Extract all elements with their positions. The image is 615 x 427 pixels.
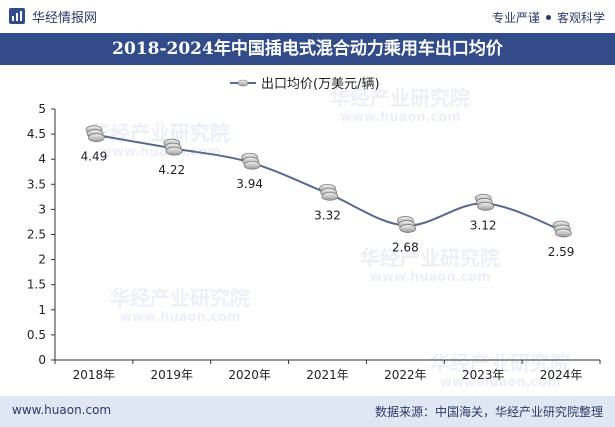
data-point-marker — [474, 194, 494, 211]
y-tick-label: 2 — [38, 253, 46, 267]
data-label: 2.59 — [548, 245, 575, 259]
watermark-url: www.huaon.com — [340, 110, 461, 125]
y-tick-label: 0 — [38, 353, 46, 367]
chart-title: 2018-2024年中国插电式混合动力乘用车出口均价 — [112, 39, 503, 59]
y-tick-label: 0.5 — [27, 328, 46, 342]
data-label: 2.68 — [392, 240, 419, 254]
watermark-text: 华经产业研究院 — [330, 86, 470, 110]
brand-logo-icon — [9, 8, 25, 24]
y-tick-label: 1 — [38, 303, 46, 317]
watermarks: 华经产业研究院www.huaon.com华经产业研究院www.huaon.com… — [90, 86, 570, 390]
y-tick-label: 3 — [38, 202, 46, 216]
x-tick-label: 2019年 — [151, 368, 194, 382]
watermark-url: www.huaon.com — [440, 375, 561, 390]
legend: 出口均价(万美元/辆) — [230, 77, 380, 92]
watermark-url: www.huaon.com — [370, 270, 491, 285]
footer: www.huaon.com 数据来源：中国海关，华经产业研究院整理 — [0, 396, 615, 427]
data-label: 3.94 — [236, 177, 263, 191]
watermark-text: 华经产业研究院 — [110, 286, 250, 310]
slogan-right: 客观科学 — [556, 11, 605, 25]
markers — [85, 125, 572, 238]
watermark-text: 华经产业研究院 — [90, 121, 230, 145]
data-point-marker — [163, 138, 183, 156]
data-point-marker — [552, 220, 572, 238]
x-tick-label: 2018年 — [73, 368, 116, 382]
y-tick-label: 4.5 — [27, 127, 46, 141]
axes: 0 0.5 1 1.5 2 2.5 3 3.5 4 4.5 5 2018年 2019年 2020年 2021… — [27, 102, 601, 382]
data-point-marker — [319, 183, 339, 201]
footer-website[interactable]: www.huaon.com — [12, 403, 112, 417]
brand-name: 华经情报网 — [32, 10, 98, 26]
data-label: 3.12 — [470, 218, 497, 232]
data-labels: 4.49 4.22 3.94 3.32 2.68 3.12 2.59 — [81, 150, 575, 259]
y-tick-label: 3.5 — [27, 177, 46, 191]
watermark-text: 华经产业研究院 — [360, 246, 500, 270]
watermark-url: www.huaon.com — [120, 310, 241, 325]
watermark-url: www.huaon.com — [100, 145, 221, 160]
y-tick-label: 2.5 — [27, 228, 46, 242]
footer-source: 数据来源：中国海关，华经产业研究院整理 — [374, 405, 603, 419]
data-point-marker — [241, 152, 261, 170]
y-tick-label: 5 — [38, 102, 46, 116]
data-label: 3.32 — [314, 208, 341, 222]
data-point-marker — [397, 216, 417, 233]
y-tick-label: 1.5 — [27, 278, 46, 292]
top-bar: 华经情报网 专业严谨 客观科学 — [0, 0, 615, 33]
slogan-left: 专业严谨 — [491, 11, 540, 25]
legend-marker-icon — [237, 79, 249, 87]
x-tick-label: 2023年 — [462, 368, 505, 382]
x-tick-label: 2022年 — [384, 368, 427, 382]
x-tick-label: 2024年 — [540, 368, 583, 382]
y-tick-label: 4 — [38, 152, 46, 166]
data-point-marker — [85, 125, 105, 142]
line-chart: 华经产业研究院www.huaon.com华经产业研究院www.huaon.com… — [27, 77, 601, 390]
slogan: 专业严谨 客观科学 — [492, 9, 605, 26]
slogan-dot-icon — [545, 15, 551, 20]
data-label: 4.22 — [158, 163, 185, 177]
data-label: 4.49 — [81, 150, 108, 164]
title-bar: 2018-2024年中国插电式混合动力乘用车出口均价 — [0, 33, 615, 65]
legend-label: 出口均价(万美元/辆) — [261, 77, 380, 92]
watermark-text: 华经产业研究院 — [430, 351, 570, 375]
x-tick-label: 2021年 — [306, 368, 349, 382]
x-tick-label: 2020年 — [228, 368, 271, 382]
brand[interactable]: 华经情报网 — [8, 6, 97, 26]
